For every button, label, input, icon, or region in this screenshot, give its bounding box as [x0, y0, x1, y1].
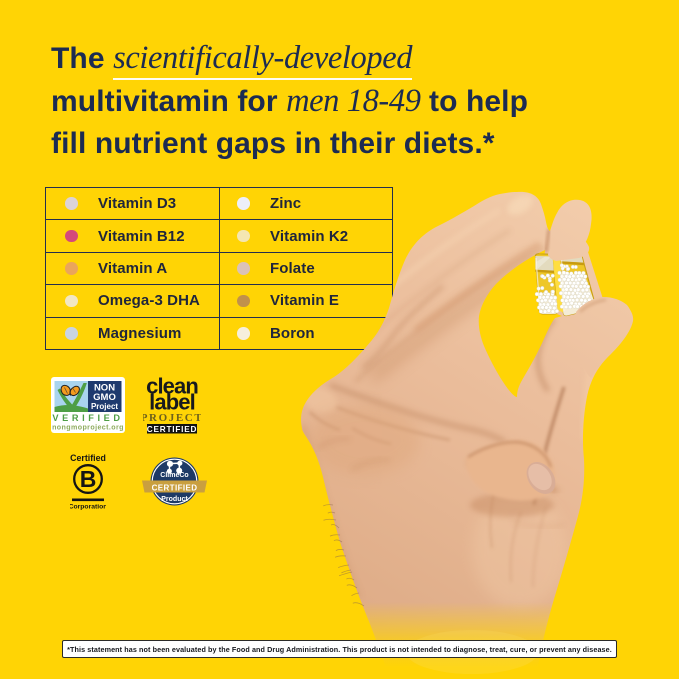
svg-text:CERTIFIED: CERTIFIED — [147, 425, 197, 434]
svg-text:CERTIFIED: CERTIFIED — [152, 484, 198, 493]
svg-text:Product: Product — [161, 496, 188, 503]
svg-text:B: B — [80, 466, 97, 492]
svg-text:Certified: Certified — [70, 453, 106, 463]
svg-text:Project: Project — [91, 402, 118, 411]
svg-text:ClimeCo: ClimeCo — [160, 472, 188, 479]
svg-text:label: label — [149, 390, 195, 415]
svg-text:GMO: GMO — [93, 392, 116, 403]
svg-text:VERIFIED: VERIFIED — [52, 413, 123, 423]
svg-text:NON: NON — [94, 383, 115, 394]
svg-text:clean: clean — [146, 377, 198, 399]
svg-text:Corporation: Corporation — [70, 504, 106, 511]
svg-text:PROJECT: PROJECT — [143, 412, 201, 424]
svg-text:nongmoproject.org: nongmoproject.org — [52, 423, 124, 431]
